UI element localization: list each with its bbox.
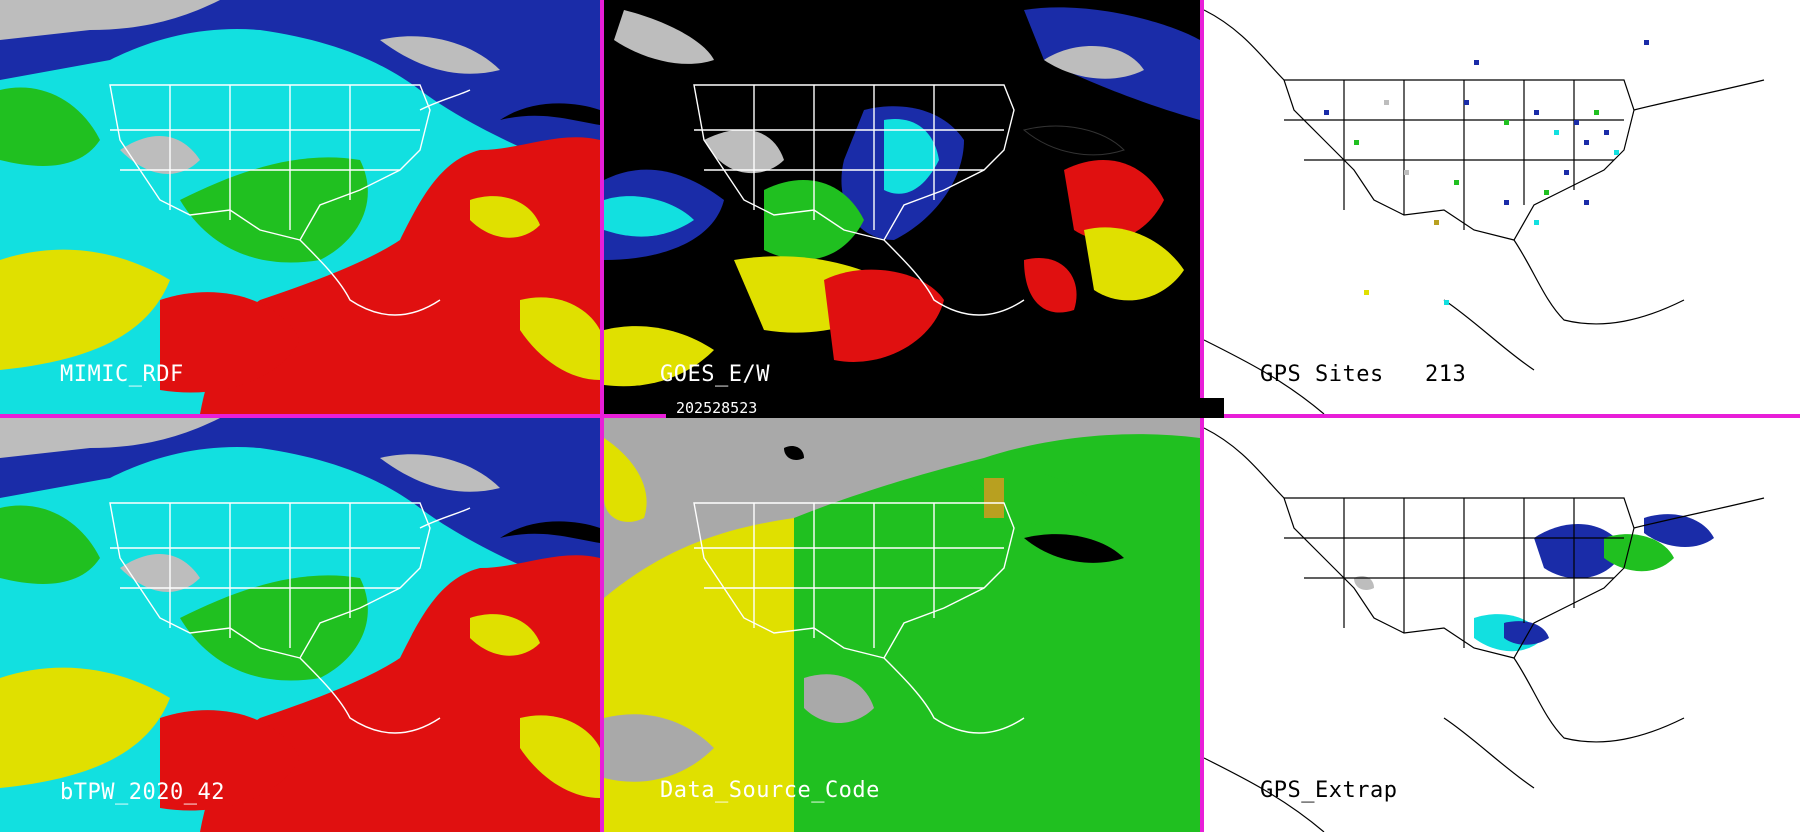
data-source-code-map [604, 418, 1200, 832]
panel-label: GPS_Extrap [1260, 778, 1398, 803]
gps-sites-map [1204, 0, 1800, 414]
gps-site-count: 213 [1424, 362, 1467, 387]
gps-extrap-map [1204, 418, 1800, 832]
gps-extrap-panel[interactable]: GPS_Extrap [1204, 418, 1800, 832]
panel-label: bTPW_2020_42 [60, 780, 225, 805]
data-source-code-panel[interactable]: Data_Source_Code [604, 418, 1200, 832]
timestamp-bar: 202528523 [666, 398, 1224, 418]
mimic-rdf-panel[interactable]: MIMIC_RDF [0, 0, 600, 414]
goes-ew-panel[interactable]: GOES_E/W [604, 0, 1200, 414]
gps-sites-panel[interactable]: GPS Sites 213 [1204, 0, 1800, 414]
btpw-map [0, 418, 600, 832]
panel-label: GPS Sites 213 [1260, 362, 1467, 387]
gps-site-markers [1324, 40, 1649, 305]
panel-label: Data_Source_Code [660, 778, 880, 803]
goes-ew-map [604, 0, 1200, 414]
mimic-rdf-map [0, 0, 600, 414]
panel-label: MIMIC_RDF [60, 362, 184, 387]
btpw-panel[interactable]: bTPW_2020_42 [0, 418, 600, 832]
panel-label: GOES_E/W [660, 362, 770, 387]
